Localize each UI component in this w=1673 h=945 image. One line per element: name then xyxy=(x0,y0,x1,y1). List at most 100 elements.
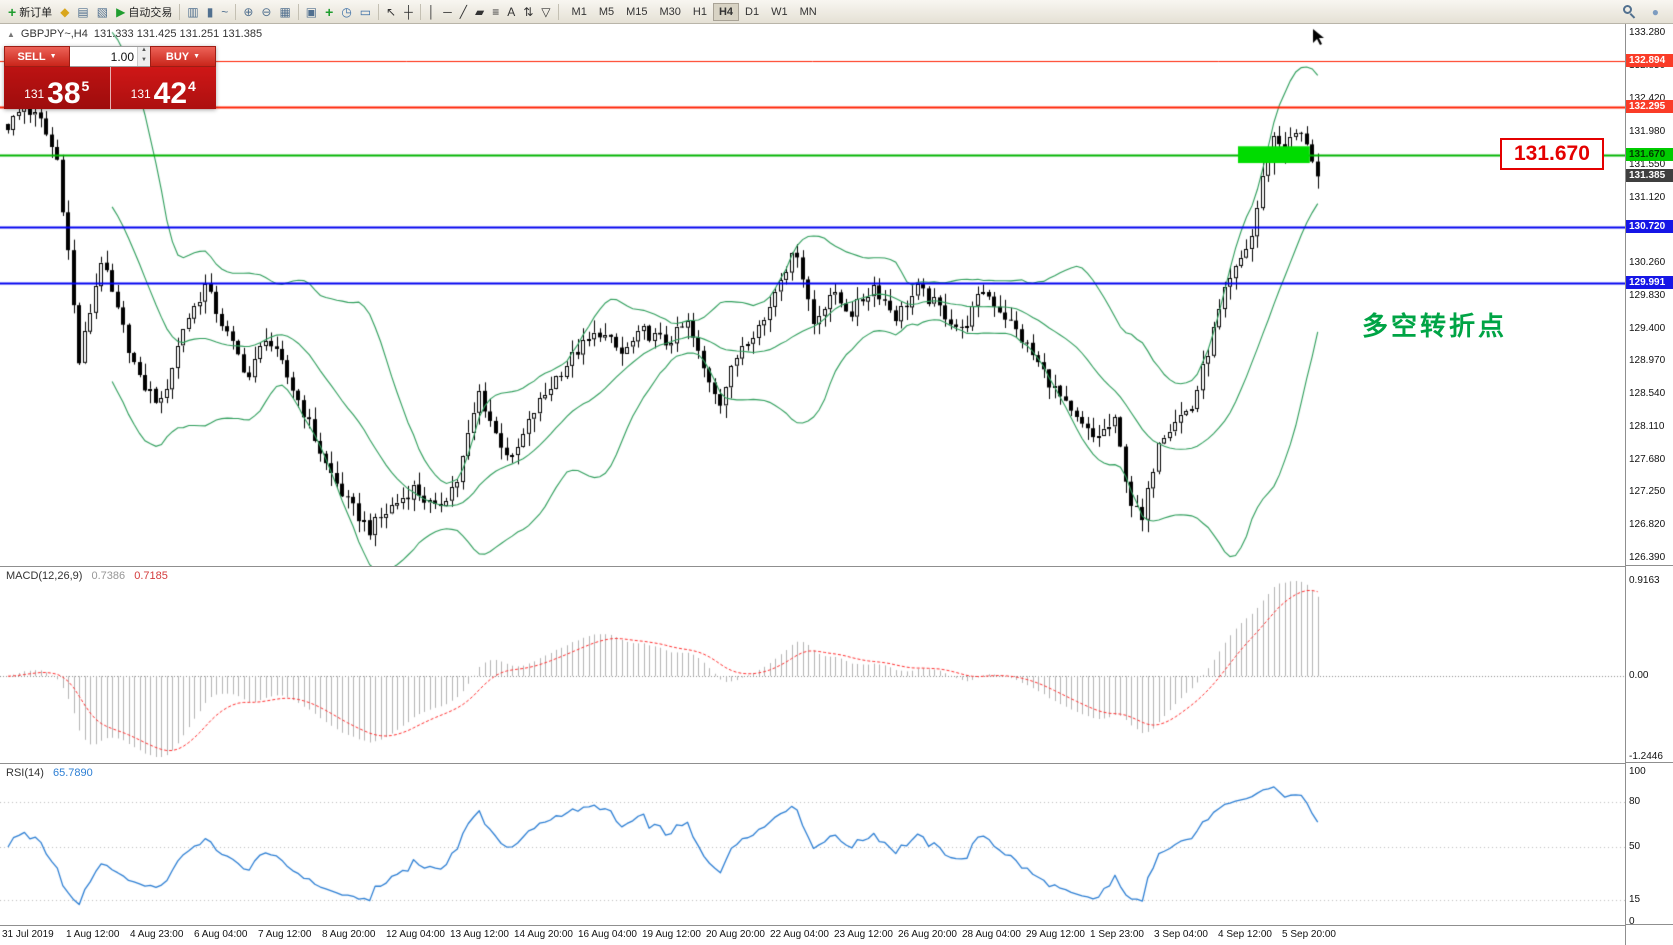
price-callout-label[interactable]: 131.670 xyxy=(1500,138,1604,170)
search-button[interactable] xyxy=(1619,2,1640,22)
price-badge-132.894: 132.894 xyxy=(1626,54,1673,68)
rsi-axis-15: 15 xyxy=(1629,893,1641,905)
fibonacci-tool-button[interactable]: ≡ xyxy=(488,2,503,22)
buy-button[interactable]: BUY ▼ xyxy=(150,46,216,67)
price-tick: 128.110 xyxy=(1629,420,1665,432)
time-axis[interactable]: 31 Jul 2019 1 Aug 12:00 4 Aug 23:00 6 Aug 0… xyxy=(0,925,1625,945)
time-label: 28 Aug 04:00 xyxy=(962,929,1021,940)
buy-button-label: BUY xyxy=(165,50,190,63)
price-tick: 132.420 xyxy=(1629,92,1666,104)
templates-icon: ▭ xyxy=(359,4,372,19)
sell-button[interactable]: SELL ▼ xyxy=(4,46,70,67)
time-label: 4 Aug 23:00 xyxy=(130,929,184,940)
time-label: 7 Aug 12:00 xyxy=(258,929,312,940)
timeframe-m5-button[interactable]: M5 xyxy=(598,5,615,18)
chart-workspace: ▲ GBPJPY~,H4 131.333 131.425 131.251 131… xyxy=(0,24,1673,945)
buy-caret-icon: ▼ xyxy=(193,53,201,60)
price-tick: 128.970 xyxy=(1629,355,1666,367)
periods-icon: ◷ xyxy=(341,4,352,19)
main-chart-canvas[interactable] xyxy=(0,24,1625,566)
timeframe-h1-button[interactable]: H1 xyxy=(692,5,707,18)
timeframe-w1-button[interactable]: W1 xyxy=(771,5,788,18)
time-label: 4 Sep 12:00 xyxy=(1218,929,1272,940)
sell-price-prefix: 131 xyxy=(24,87,45,101)
time-label: 6 Aug 04:00 xyxy=(194,929,248,940)
line-chart-button[interactable]: ~ xyxy=(217,2,232,22)
price-tick: 131.980 xyxy=(1629,126,1666,138)
axis-separator xyxy=(1626,565,1673,566)
zoom-out-button[interactable]: ⊖ xyxy=(257,2,275,22)
macd-axis-zero: 0.00 xyxy=(1629,670,1649,682)
grid-button[interactable]: ▦ xyxy=(275,2,294,22)
auto-trading-label: 自动交易 xyxy=(128,6,173,19)
time-label: 5 Sep 20:00 xyxy=(1282,929,1336,940)
indicators-button[interactable]: + xyxy=(321,2,337,22)
sell-button-label: SELL xyxy=(17,50,46,63)
new-order-icon: + xyxy=(8,3,17,20)
timeframe-d1-button[interactable]: D1 xyxy=(745,5,760,18)
timeframe-m30-button[interactable]: M30 xyxy=(659,5,681,18)
main-chart-panel: ▲ GBPJPY~,H4 131.333 131.425 131.251 131… xyxy=(0,24,1625,566)
sell-caret-icon: ▼ xyxy=(49,53,57,60)
text-tool-button[interactable]: A xyxy=(503,2,519,22)
timeframe-m1-button[interactable]: M1 xyxy=(571,5,587,18)
crosshair-tool-button[interactable]: ┼ xyxy=(400,2,417,22)
auto-trading-button[interactable]: ▶ 自动交易 xyxy=(112,2,176,22)
auto-trading-icon: ▶ xyxy=(116,4,126,19)
horizontal-line-tool-icon: ─ xyxy=(443,4,452,19)
new-order-button[interactable]: + 新订单 xyxy=(4,2,56,22)
toolbar-main-items: + 新订单 ◆ ▤ ▧ ▶ 自动交易 ▥ ▮ ~ ⊕ ⊖ ▦ ▣ + ◷ ▭ ↖ ┼ │ ─ ╱ ▰ ≡ A ⇅ ▽ xyxy=(4,2,562,22)
price-tick: 127.680 xyxy=(1629,453,1666,465)
periods-button[interactable]: ◷ xyxy=(337,2,355,22)
toolbar-separator xyxy=(179,3,181,20)
timeframe-group: M1 M5 M15 M30 H1 H4 D1 W1 MN xyxy=(566,2,823,21)
timeframe-mn-button[interactable]: MN xyxy=(799,5,817,18)
macd-signal-value: 0.7185 xyxy=(134,570,168,582)
community-button[interactable]: ● xyxy=(1648,2,1663,22)
buy-price-tile[interactable]: 131 42 4 xyxy=(110,67,216,109)
macd-canvas[interactable] xyxy=(0,567,1625,763)
vertical-line-tool-icon: │ xyxy=(427,4,436,19)
volume-input[interactable] xyxy=(70,47,137,66)
strategy-tester-button[interactable]: ▧ xyxy=(93,2,112,22)
line-chart-icon: ~ xyxy=(221,4,229,19)
data-window-button[interactable]: ▤ xyxy=(73,2,92,22)
vertical-line-tool-button[interactable]: │ xyxy=(424,2,440,22)
fibonacci-tool-icon: ≡ xyxy=(492,4,500,19)
price-tick: 126.390 xyxy=(1629,552,1666,563)
chart-annotation-text[interactable]: 多空转折点 xyxy=(1362,311,1508,341)
rsi-canvas[interactable] xyxy=(0,764,1625,925)
collapse-panel-icon[interactable]: ▲ xyxy=(7,29,15,39)
volume-up-icon[interactable]: ▲ xyxy=(138,47,150,57)
time-label: 23 Aug 12:00 xyxy=(834,929,893,940)
channel-tool-button[interactable]: ▰ xyxy=(471,2,488,22)
cursor-tool-button[interactable]: ↖ xyxy=(382,2,400,22)
data-window-icon: ▤ xyxy=(77,4,89,19)
price-tick: 129.830 xyxy=(1629,289,1666,301)
shapes-tool-button[interactable]: ▽ xyxy=(537,2,554,22)
volume-down-icon[interactable]: ▼ xyxy=(138,56,150,66)
arrows-tool-icon: ⇅ xyxy=(523,4,534,19)
timeframe-m15-button[interactable]: M15 xyxy=(626,5,648,18)
trendline-tool-button[interactable]: ╱ xyxy=(456,2,471,22)
tile-windows-button[interactable]: ▣ xyxy=(302,2,321,22)
timeframe-h4-button[interactable]: H4 xyxy=(712,2,740,21)
candlestick-chart-button[interactable]: ▮ xyxy=(203,2,218,22)
arrows-tool-button[interactable]: ⇅ xyxy=(519,2,537,22)
templates-button[interactable]: ▭ xyxy=(356,2,375,22)
buy-price-sup: 4 xyxy=(188,78,196,94)
one-click-trade-panel: SELL ▼ ▲ ▼ BUY ▼ xyxy=(4,46,216,109)
price-tick: 126.820 xyxy=(1629,519,1666,531)
grid-icon: ▦ xyxy=(279,4,291,19)
toolbar-separator xyxy=(557,3,559,20)
horizontal-line-tool-button[interactable]: ─ xyxy=(439,2,456,22)
sell-price-tile[interactable]: 131 38 5 xyxy=(4,67,111,109)
macd-title: MACD(12,26,9) xyxy=(6,570,83,582)
symbol-name: GBPJPY~,H4 xyxy=(20,28,88,40)
market-watch-button[interactable]: ◆ xyxy=(56,2,73,22)
bar-chart-button[interactable]: ▥ xyxy=(183,2,202,22)
price-axis[interactable]: 133.280132.850132.420131.980131.550131.1… xyxy=(1625,24,1673,945)
zoom-in-icon: ⊕ xyxy=(243,4,254,19)
zoom-in-button[interactable]: ⊕ xyxy=(239,2,257,22)
